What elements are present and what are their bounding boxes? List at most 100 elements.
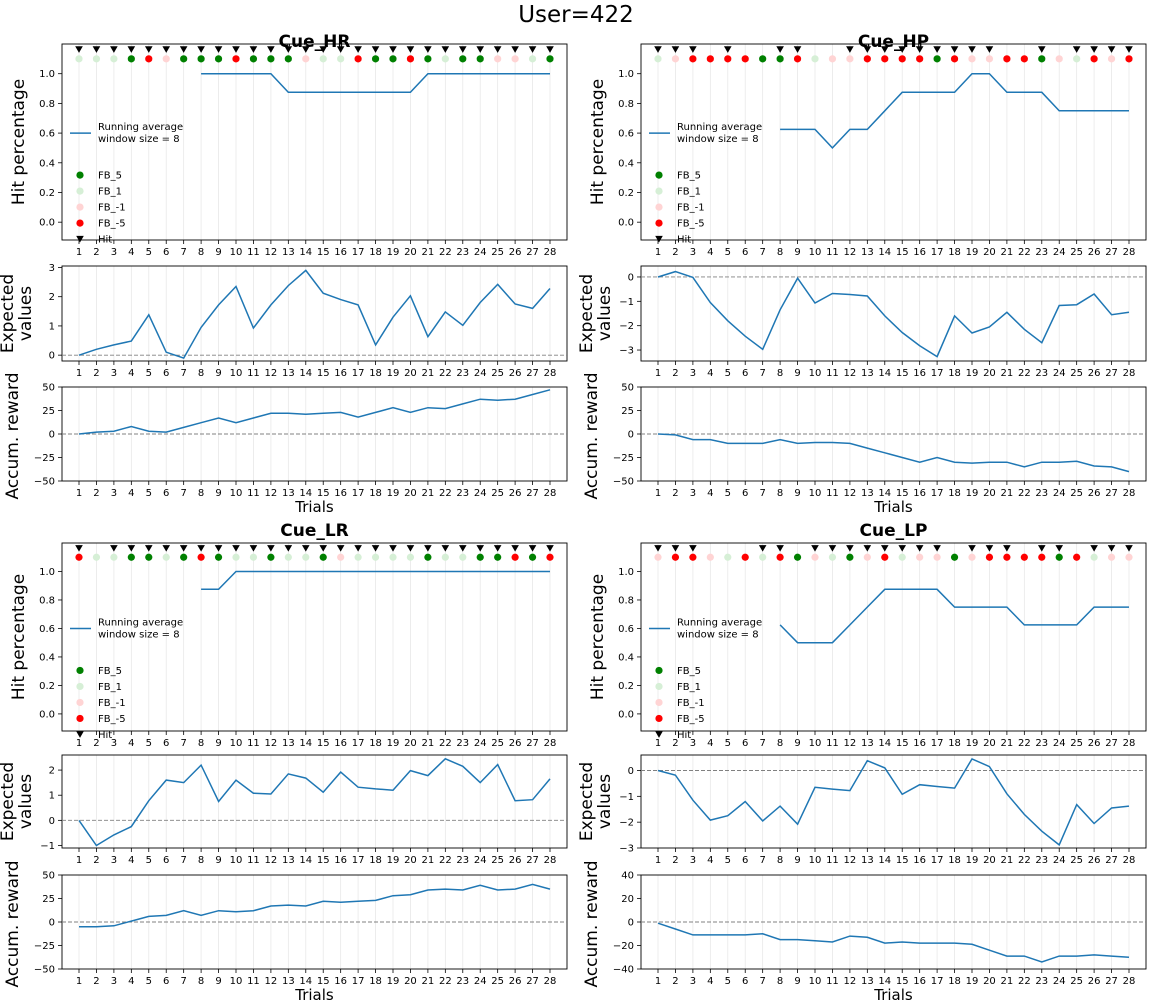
cue-hp-feedback-dot [793,55,802,63]
x-tick-label: 6 [742,247,748,258]
x-tick-label: 20 [983,368,996,379]
cue-lp-feedback-dot [1020,553,1028,561]
x-tick-label: 24 [474,488,487,499]
x-tick-label: 10 [230,976,243,987]
x-tick-label: 20 [983,247,996,258]
x-tick-label: 1 [76,247,82,258]
x-tick-label: 23 [1035,247,1048,258]
x-tick-label: 4 [707,855,713,866]
cue-hr-hit-marker [214,46,223,53]
cue-hr-legend-label: FB_1 [98,187,122,198]
cue-lr-hit-marker [127,545,136,552]
cue-hr-hit-marker [232,46,240,53]
cue-hr-hit-marker [493,46,502,53]
cue-hr-feedback-dot [459,55,467,63]
y-tick-label: −25 [34,453,55,464]
cue-lr-hit-ylabel: Hit percentage [9,574,29,700]
x-tick-label: 25 [491,855,504,866]
x-tick-label: 25 [491,247,504,258]
x-tick-label: 17 [352,488,365,499]
x-tick-label: 4 [707,368,713,379]
x-tick-label: 22 [1018,976,1031,987]
x-tick-label: 11 [247,738,260,749]
x-tick-label: 10 [809,368,822,379]
cue-lr-hit-marker [267,545,275,552]
x-tick-label: 5 [725,976,731,987]
cue-lp-feedback-dot [1107,553,1116,561]
x-tick-label: 26 [1088,976,1101,987]
x-tick-label: 12 [844,247,857,258]
x-tick-label: 28 [544,247,557,258]
cue-hr-legend-label: FB_-5 [98,219,126,230]
x-tick-label: 8 [777,738,783,749]
cue-lp-feedback-dot [828,553,837,561]
x-tick-label: 8 [777,488,783,499]
x-tick-label: 17 [931,976,944,987]
cue-hr-feedback-dot [267,55,275,63]
cue-hp-feedback-dot [1038,55,1046,63]
cue-hp-hit-marker [1107,46,1116,53]
x-tick-label: 12 [265,738,278,749]
x-tick-label: 25 [1070,976,1083,987]
x-tick-label: 17 [352,976,365,987]
x-tick-label: 10 [230,247,243,258]
cue-hr-legend-line-label: Running average [98,122,183,133]
cue-lp-ev-ylabel-line: Expected [577,762,597,841]
x-tick-label: 12 [265,488,278,499]
x-tick-label: 15 [896,738,909,749]
cue-hp-xlabel: Trials [873,498,913,516]
cue-lr-expected-values-line [78,757,551,847]
x-tick-label: 6 [742,976,748,987]
cue-hr-ev-ylabel-line: values [16,286,36,341]
x-tick-label: 1 [655,488,661,499]
x-tick-label: 23 [456,368,469,379]
x-tick-label: 18 [948,738,961,749]
x-tick-label: 2 [93,855,99,866]
cue-hp-legend-label: FB_-1 [677,203,705,214]
cue-hp-feedback-dot [933,55,941,63]
cue-lp-legend-label: FB_-5 [677,714,705,725]
cue-hr-ev-ylabel-line: Expected [0,274,18,353]
cue-lr-hit-marker [389,545,397,552]
cue-hp-feedback-dot [706,55,714,63]
x-tick-label: 19 [966,368,979,379]
cue-lr-title: Cue_LR [280,521,349,541]
cue-lp-feedback-dot [846,553,854,561]
cue-lp-title: Cue_LP [860,521,928,541]
cue-hr-feedback-dot [214,55,223,63]
x-tick-label: 3 [111,368,117,379]
cue-lp-reward-ylabel-line: Accum. reward [582,860,602,987]
cue-hr-hit-marker [476,46,485,53]
x-tick-label: 15 [317,855,330,866]
x-tick-label: 19 [387,368,400,379]
x-tick-label: 9 [794,738,800,749]
cue-hr-hit-marker [511,46,519,53]
x-tick-label: 28 [544,738,557,749]
x-tick-label: 17 [931,247,944,258]
x-tick-label: 19 [966,247,979,258]
cue-hr-feedback-dot [145,55,153,63]
x-tick-label: 15 [317,247,330,258]
cue-hr-feedback-dot [389,55,397,63]
cue-hr-hit-marker [144,46,153,53]
cue-lr-feedback-dot [267,553,275,561]
cue-hr-hit-marker [249,46,258,53]
cue-lp-feedback-dot [759,553,767,561]
cue-hr-hit-ylabel-line: Hit percentage [9,79,29,205]
x-tick-label: 4 [707,247,713,258]
x-tick-label: 22 [1018,738,1031,749]
x-tick-label: 1 [655,738,661,749]
cue-hp-feedback-dot [1020,55,1028,63]
y-tick-label: 0.2 [618,681,634,692]
y-tick-label: 25 [42,894,55,905]
cue-lr-legend-swatch [76,666,84,675]
x-tick-label: 6 [163,738,169,749]
x-tick-label: 6 [163,488,169,499]
x-tick-label: 1 [76,368,82,379]
y-tick-label: 0.6 [39,624,55,635]
cue-lp-feedback-dot [811,553,819,561]
x-tick-label: 13 [282,488,295,499]
x-tick-label: 12 [844,368,857,379]
x-tick-label: 10 [230,488,243,499]
x-tick-label: 16 [913,488,926,499]
